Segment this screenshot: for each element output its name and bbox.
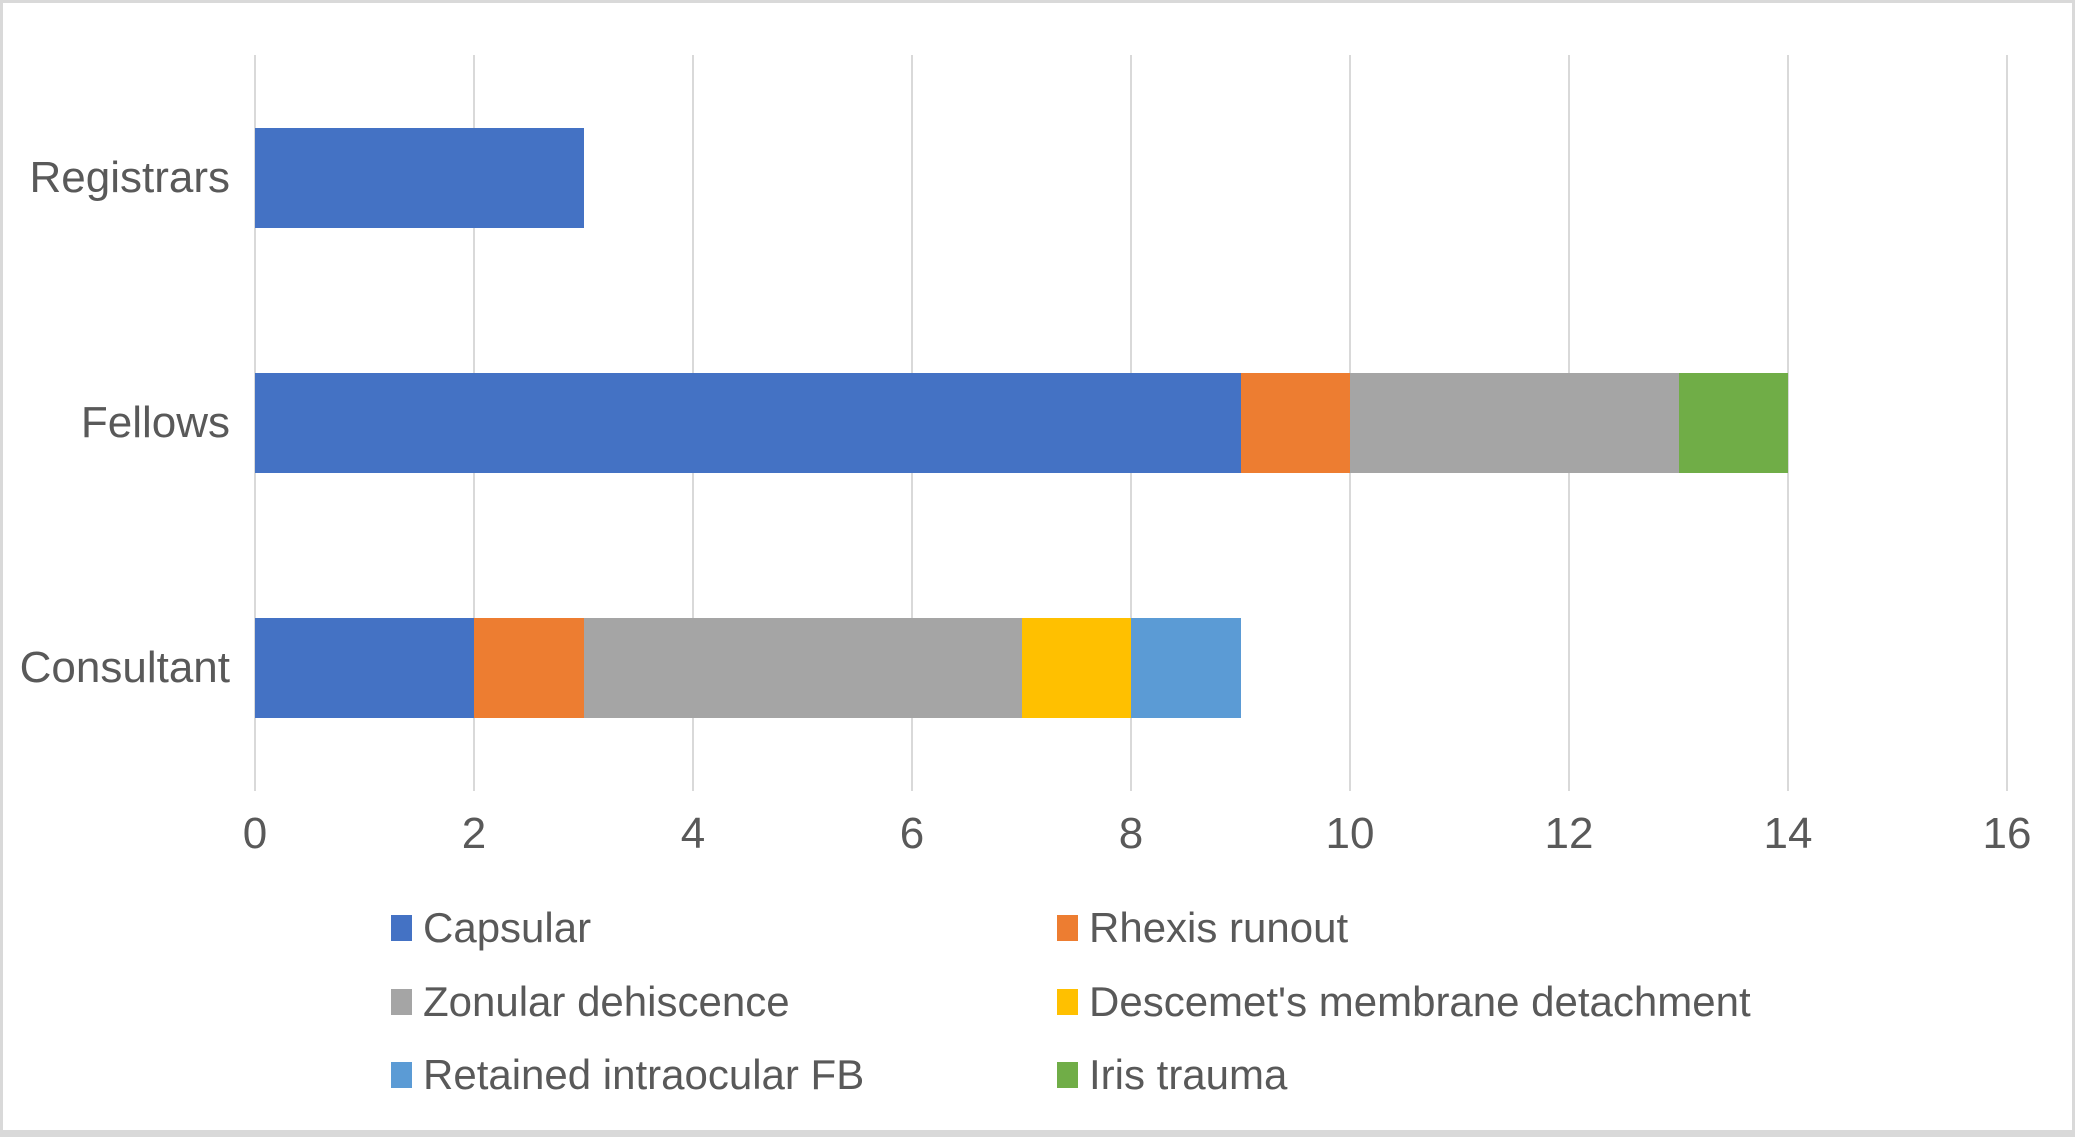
x-tick-label-2: 2 (461, 809, 487, 858)
legend-item-rhexis-runout: Rhexis runout (1057, 904, 1349, 951)
legend-marker-zonular-dehiscence (391, 989, 412, 1015)
legend-item-iris-trauma: Iris trauma (1057, 1051, 1288, 1098)
legend-item-capsular: Capsular (391, 904, 592, 951)
legend-item-zonular-dehiscence: Zonular dehiscence (391, 978, 790, 1025)
x-tick-label-10: 10 (1325, 809, 1375, 858)
legend-marker-rhexis-runout (1057, 915, 1078, 941)
legend-marker-capsular (391, 915, 412, 941)
y-axis-category-labels: Registrars Fellows Consultant (3, 55, 230, 791)
x-axis: 0 2 4 6 8 10 12 14 16 (243, 803, 2032, 863)
x-tick-label-4: 4 (680, 809, 706, 858)
bar-segment-fellows-zonular-dehiscence (1350, 372, 1679, 473)
bar-segment-consultant-rhexis-runout (474, 618, 584, 719)
bar-segment-consultant-capsular (255, 618, 474, 719)
x-tick-label-14: 14 (1763, 809, 1813, 858)
legend: Capsular Rhexis runout Zonular dehiscence D… (3, 893, 2072, 1123)
x-tick-label-8: 8 (1118, 809, 1144, 858)
category-label-consultant: Consultant (19, 643, 230, 693)
bar-segment-registrars-capsular (255, 127, 584, 228)
legend-label-retained-intraocular-fb: Retained intraocular FB (423, 1051, 865, 1098)
bar-row-consultant (255, 618, 2007, 719)
legend-marker-retained-intraocular-fb (391, 1062, 412, 1088)
legend-marker-descemet-s-membrane-detachment (1057, 989, 1078, 1015)
bar-segment-consultant-retained-intraocular-fb (1131, 618, 1241, 719)
gridline-x-14 (1787, 55, 1789, 791)
legend-label-capsular: Capsular (423, 904, 592, 951)
bar-segment-fellows-rhexis-runout (1240, 372, 1350, 473)
bar-row-fellows (255, 372, 2007, 473)
legend-item-retained-intraocular-fb: Retained intraocular FB (391, 1051, 865, 1098)
legend-item-descemet-s-membrane-detachment: Descemet's membrane detachment (1057, 978, 1751, 1025)
bar-segment-fellows-capsular (255, 372, 1241, 473)
gridline-x-16 (2006, 55, 2008, 791)
category-label-registrars: Registrars (29, 152, 231, 202)
x-tick-label-0: 0 (242, 809, 268, 858)
bar-segment-consultant-zonular-dehiscence (583, 618, 1022, 719)
legend-label-descemet-s-membrane-detachment: Descemet's membrane detachment (1089, 978, 1751, 1025)
legend-label-iris-trauma: Iris trauma (1089, 1051, 1288, 1098)
x-tick-label-6: 6 (899, 809, 925, 858)
chart-body: Registrars Fellows Consultant (3, 55, 2072, 791)
legend-label-zonular-dehiscence: Zonular dehiscence (423, 978, 790, 1025)
plot-area (254, 55, 2008, 791)
category-label-fellows: Fellows (80, 398, 230, 447)
bar-segment-consultant-descemet-s-membrane-detachment (1021, 618, 1131, 719)
legend-label-rhexis-runout: Rhexis runout (1089, 904, 1349, 951)
legend-marker-iris-trauma (1057, 1062, 1078, 1088)
x-tick-label-16: 16 (1982, 809, 2032, 858)
x-tick-label-12: 12 (1544, 809, 1594, 858)
bar-row-registrars (255, 127, 2007, 228)
bar-segment-fellows-iris-trauma (1678, 372, 1788, 473)
